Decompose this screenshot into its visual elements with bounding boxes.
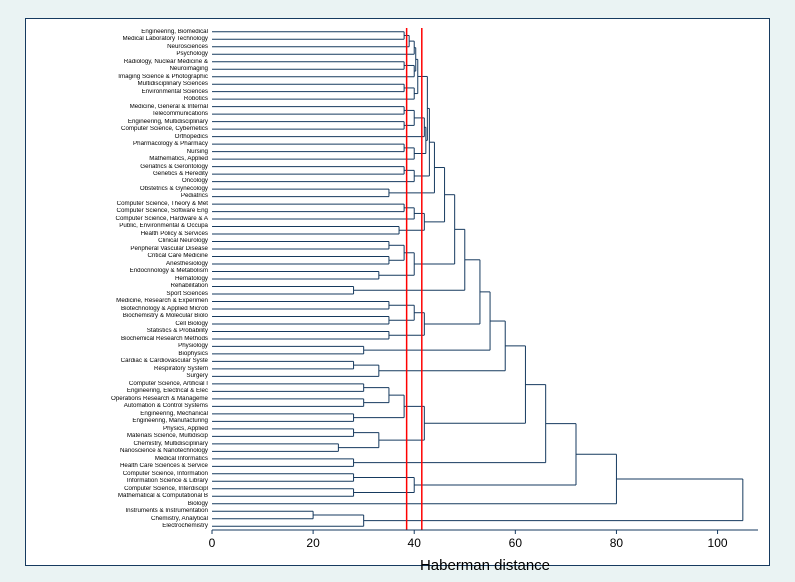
leaf-label: Computer Science, Artificial I <box>33 381 208 387</box>
leaf-label: Biophysics <box>33 351 208 357</box>
leaf-label: Psychology <box>33 51 208 57</box>
leaf-label: Obstetrics & Gynecology <box>33 186 208 192</box>
leaf-label: Computer Science, Software Eng <box>33 208 208 214</box>
x-tick-label: 100 <box>698 536 738 550</box>
leaf-label: Nanoscience & Nanotechnology <box>33 448 208 454</box>
x-tick-label: 60 <box>495 536 535 550</box>
leaf-label: Biology <box>33 501 208 507</box>
leaf-label: Genetics & Heredity <box>33 171 208 177</box>
leaf-label: Cell Biology <box>33 321 208 327</box>
leaf-label: Medical Informatics <box>33 456 208 462</box>
leaf-label: Operations Research & Manageme <box>33 396 208 402</box>
leaf-label: Imaging Science & Photographic <box>33 74 208 80</box>
leaf-label: Pediatrics <box>33 193 208 199</box>
leaf-label: Computer Science, Theory & Met <box>33 201 208 207</box>
leaf-label: Anesthesiology <box>33 261 208 267</box>
leaf-label: Clinical Neurology <box>33 238 208 244</box>
leaf-label: Sport Sciences <box>33 291 208 297</box>
leaf-label: Rehabilitation <box>33 283 208 289</box>
x-tick-label: 40 <box>394 536 434 550</box>
leaf-label: Radiology, Nuclear Medicine & <box>33 59 208 65</box>
leaf-label: Neurosciences <box>33 44 208 50</box>
leaf-label: Mathematical & Computational B <box>33 493 208 499</box>
leaf-label: Health Care Sciences & Service <box>33 463 208 469</box>
leaf-label: Public, Environmental & Occupa <box>33 223 208 229</box>
leaf-label: Multidisciplinary Sciences <box>33 81 208 87</box>
leaf-label: Physiology <box>33 343 208 349</box>
leaf-label: Health Policy & Services <box>33 231 208 237</box>
leaf-label: Materials Science, Multidiscip <box>33 433 208 439</box>
leaf-label: Surgery <box>33 373 208 379</box>
leaf-label: Electrochemistry <box>33 523 208 529</box>
leaf-label: Engineering, Manufacturing <box>33 418 208 424</box>
leaf-label: Statistics & Probability <box>33 328 208 334</box>
leaf-label: Critical Care Medicine <box>33 253 208 259</box>
leaf-label: Physics, Applied <box>33 426 208 432</box>
leaf-label: Computer Science, Interdiscipl <box>33 486 208 492</box>
leaf-label: Computer Science, Cybernetics <box>33 126 208 132</box>
leaf-label: Robotics <box>33 96 208 102</box>
leaf-label: Engineering, Mechanical <box>33 411 208 417</box>
leaf-label: Chemistry, Multidisciplinary <box>33 441 208 447</box>
leaf-label: Endocrinology & Metabolism <box>33 268 208 274</box>
leaf-label: Environmental Sciences <box>33 89 208 95</box>
leaf-label: Telecommunications <box>33 111 208 117</box>
chart-stage: 0 20 40 60 80 100 Haberman distance Engineering… <box>0 0 795 582</box>
leaf-label: Biochemical Research Methods <box>33 336 208 342</box>
leaf-label: Medicine, Research & Experimen <box>33 298 208 304</box>
leaf-label: Biotechnology & Applied Microb <box>33 306 208 312</box>
leaf-label: Information Science & Library <box>33 478 208 484</box>
leaf-label: Geriatrics & Gerontology <box>33 164 208 170</box>
leaf-label: Cardiac & Cardiovascular Syste <box>33 358 208 364</box>
leaf-label: Orthopedics <box>33 134 208 140</box>
leaf-label: Computer Science, Information <box>33 471 208 477</box>
x-axis-title: Haberman distance <box>365 557 605 574</box>
leaf-label: Peripheral Vascular Disease <box>33 246 208 252</box>
leaf-label: Engineering, Biomedical <box>33 29 208 35</box>
x-tick-label: 80 <box>596 536 636 550</box>
leaf-label: Mathematics, Applied <box>33 156 208 162</box>
leaf-label: Automation & Control Systems <box>33 403 208 409</box>
leaf-label: Medical Laboratory Technology <box>33 36 208 42</box>
leaf-label: Respiratory System <box>33 366 208 372</box>
leaf-label: Hematology <box>33 276 208 282</box>
leaf-label: Engineering, Multidisciplinary <box>33 119 208 125</box>
leaf-label: Pharmacology & Pharmacy <box>33 141 208 147</box>
leaf-label: Computer Science, Hardware & A <box>33 216 208 222</box>
leaf-label: Oncology <box>33 178 208 184</box>
leaf-label: Engineering, Electrical & Elec <box>33 388 208 394</box>
leaf-label: Nursing <box>33 149 208 155</box>
leaf-label: Biochemistry & Molecular Biolo <box>33 313 208 319</box>
leaf-label: Chemistry, Analytical <box>33 516 208 522</box>
x-tick-label: 0 <box>192 536 232 550</box>
x-tick-label: 20 <box>293 536 333 550</box>
leaf-label: Instruments & Instrumentation <box>33 508 208 514</box>
leaf-label: Neuroimaging <box>33 66 208 72</box>
leaf-label: Medicine, General & Internal <box>33 104 208 110</box>
